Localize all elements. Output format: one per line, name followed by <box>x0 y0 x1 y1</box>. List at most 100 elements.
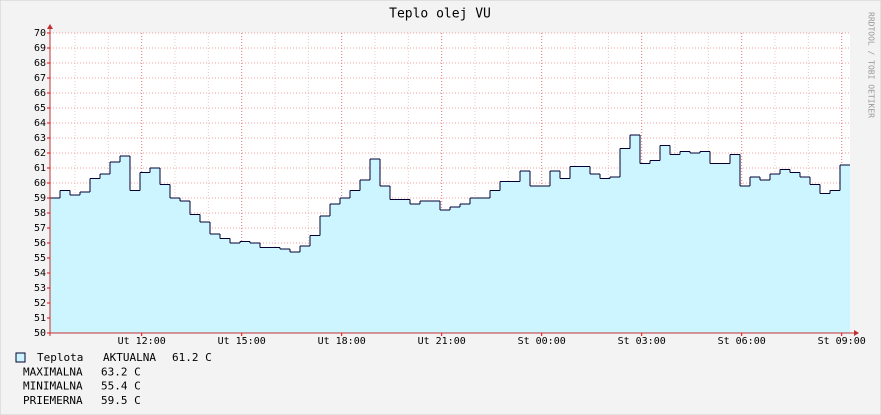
area-step <box>670 154 680 333</box>
area-step <box>420 201 430 333</box>
area-step <box>800 177 810 333</box>
y-tick-label: 50 <box>34 328 46 339</box>
y-tick-label: 57 <box>34 223 46 234</box>
area-step <box>470 198 480 333</box>
stat-value: 55.4 C <box>101 380 141 393</box>
area-step <box>630 135 640 333</box>
area-step <box>410 204 420 333</box>
y-tick-label: 54 <box>34 268 46 279</box>
area-step <box>820 193 830 333</box>
area-step <box>220 238 230 333</box>
area-step <box>760 180 770 333</box>
area-step <box>610 177 620 333</box>
area-step <box>340 198 350 333</box>
y-tick-label: 61 <box>34 163 46 174</box>
area-step <box>480 198 490 333</box>
y-tick-label: 53 <box>34 283 46 294</box>
area-step <box>510 181 520 333</box>
y-axis-arrow <box>47 24 53 29</box>
area-step <box>620 148 630 333</box>
area-step <box>570 166 580 333</box>
x-tick-label: St 06:00 <box>718 336 766 347</box>
stat-label: AKTUALNA <box>103 351 156 364</box>
area-step <box>650 160 660 333</box>
stat-label: MAXIMALNA <box>23 365 83 378</box>
y-tick-label: 69 <box>34 43 46 54</box>
y-tick-label: 59 <box>34 193 46 204</box>
x-tick-label: Ut 21:00 <box>418 336 466 347</box>
area-step <box>320 216 330 333</box>
area-step <box>190 214 200 333</box>
area-step <box>680 151 690 333</box>
area-step <box>560 178 570 333</box>
area-step <box>400 199 410 333</box>
y-tick-label: 51 <box>34 313 46 324</box>
area-step <box>580 166 590 333</box>
y-tick-label: 65 <box>34 103 46 114</box>
area-step <box>140 172 150 333</box>
area-step <box>230 243 240 333</box>
y-tick-label: 56 <box>34 238 46 249</box>
area-step <box>300 246 310 333</box>
area-step <box>590 174 600 333</box>
area-step <box>310 235 320 333</box>
area-step <box>550 171 560 333</box>
area-step <box>830 190 840 333</box>
area-step <box>360 180 370 333</box>
area-step <box>690 153 700 333</box>
chart-title: Teplo olej VU <box>389 7 491 22</box>
y-tick-label: 55 <box>34 253 46 264</box>
area-step <box>810 184 820 333</box>
area-step <box>490 190 500 333</box>
area-step <box>250 243 260 333</box>
y-tick-label: 52 <box>34 298 46 309</box>
area-step <box>750 177 760 333</box>
y-tick-label: 60 <box>34 178 46 189</box>
legend-label: Teplota <box>37 351 83 364</box>
area-step <box>350 190 360 333</box>
y-tick-label: 70 <box>34 28 46 39</box>
area-step <box>210 234 220 333</box>
area-step <box>390 199 400 333</box>
area-step <box>280 249 290 333</box>
x-tick-label: St 09:00 <box>818 336 866 347</box>
area-step <box>840 165 850 333</box>
stat-value: 61.2 C <box>172 351 212 364</box>
area-step <box>110 162 120 333</box>
area-step <box>730 154 740 333</box>
area-step <box>460 204 470 333</box>
area-step <box>90 178 100 333</box>
x-tick-label: Ut 12:00 <box>118 336 166 347</box>
area-step <box>790 172 800 333</box>
x-tick-label: Ut 18:00 <box>318 336 366 347</box>
area-step <box>60 190 70 333</box>
area-step <box>270 247 280 333</box>
area-step <box>700 151 710 333</box>
y-tick-label: 64 <box>34 118 46 129</box>
y-tick-label: 63 <box>34 133 46 144</box>
area-step <box>260 247 270 333</box>
area-step <box>330 204 340 333</box>
area-step <box>710 163 720 333</box>
stat-value: 63.2 C <box>101 365 141 378</box>
area-step <box>290 252 300 333</box>
legend-swatch <box>15 352 26 363</box>
area-step <box>440 210 450 333</box>
area-step <box>200 222 210 333</box>
area-step <box>170 198 180 333</box>
area-step <box>540 186 550 333</box>
x-tick-label: St 00:00 <box>518 336 566 347</box>
area-step <box>600 178 610 333</box>
area-step <box>70 195 80 333</box>
area-step <box>770 174 780 333</box>
area-step <box>370 159 380 333</box>
stat-value: 59.5 C <box>101 394 141 407</box>
area-step <box>100 174 110 333</box>
y-tick-label: 66 <box>34 88 46 99</box>
area-step <box>130 190 140 333</box>
y-tick-label: 68 <box>34 58 46 69</box>
x-axis-arrow <box>854 330 859 336</box>
area-step <box>380 186 390 333</box>
